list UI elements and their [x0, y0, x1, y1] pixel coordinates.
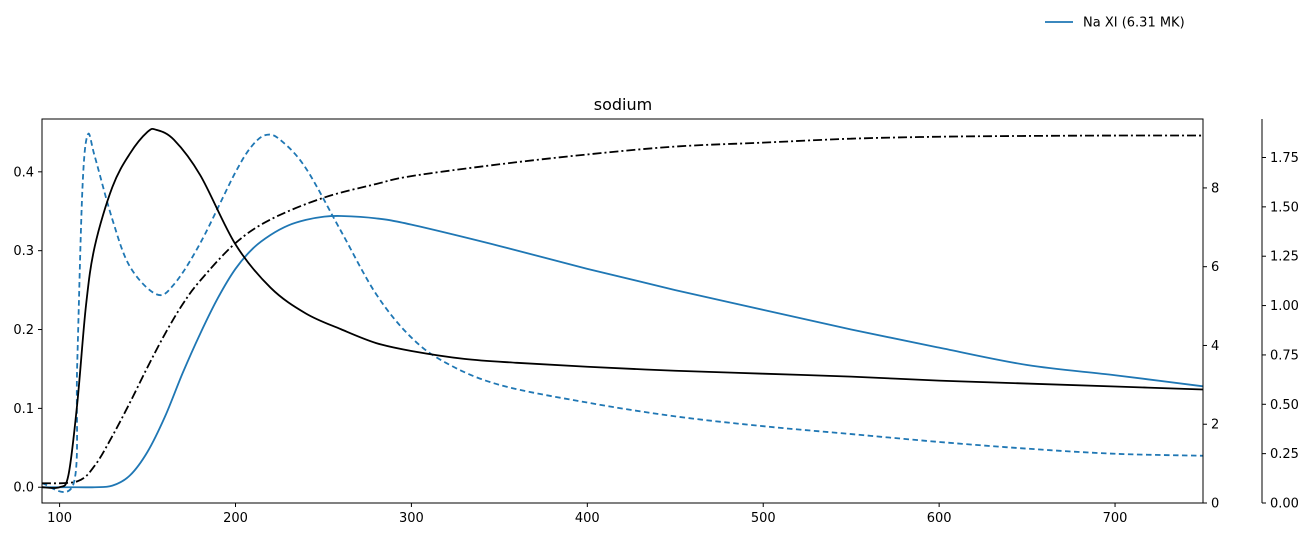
left-y-tick-label: 0.0: [13, 481, 34, 496]
x-tick-label: 300: [399, 511, 424, 526]
outer-right-y-axis-ticks: 0.00 0.25 0.50 0.75 1.00 1.25 1.50 1.75: [1262, 151, 1299, 512]
legend: Na XI (6.31 MK): [1045, 16, 1185, 31]
right_outer-y-tick-label: 0.75: [1270, 348, 1299, 363]
right-y-tick-label: 0: [1211, 497, 1219, 512]
series-line-1: [42, 215, 1204, 489]
right-y-axis-ticks: 0 2 4 6 8: [1203, 181, 1219, 512]
x-tick-label: 400: [575, 511, 600, 526]
left-y-tick-label: 0.2: [13, 323, 34, 338]
left-y-tick-label: 0.3: [13, 244, 34, 259]
plot-lines: [41, 127, 1204, 493]
series-line-2: [41, 132, 1204, 493]
right_outer-y-tick-label: 1.25: [1270, 250, 1299, 265]
x-tick-label: 600: [927, 511, 952, 526]
legend-entry-label: Na XI (6.31 MK): [1083, 16, 1185, 31]
right_outer-y-tick-label: 0.00: [1270, 497, 1299, 512]
series-line-3: [41, 127, 1204, 489]
left-y-tick-label: 0.4: [13, 165, 34, 180]
left-y-axis-ticks: 0.0 0.1 0.2 0.3 0.4: [13, 165, 42, 496]
right_outer-y-tick-label: 0.25: [1270, 447, 1299, 462]
left-y-tick-label: 0.1: [13, 402, 34, 417]
right-y-tick-label: 6: [1211, 260, 1219, 275]
x-tick-label: 500: [751, 511, 776, 526]
right_outer-y-tick-label: 1.50: [1270, 200, 1299, 215]
plot-frame: [41, 118, 1204, 504]
x-tick-label: 700: [1103, 511, 1128, 526]
x-axis-ticks: 100 200 300 400 500 600 700: [47, 503, 1127, 526]
right_outer-y-tick-label: 0.50: [1270, 398, 1299, 413]
right_outer-y-tick-label: 1.75: [1270, 151, 1299, 166]
series-line-4: [41, 134, 1204, 485]
right-y-tick-label: 2: [1211, 418, 1219, 433]
x-tick-label: 200: [223, 511, 248, 526]
right-y-tick-label: 8: [1211, 181, 1219, 196]
right_outer-y-tick-label: 1.00: [1270, 299, 1299, 314]
chart-title: sodium: [594, 95, 652, 114]
right-y-tick-label: 4: [1211, 339, 1219, 354]
x-tick-label: 100: [47, 511, 72, 526]
